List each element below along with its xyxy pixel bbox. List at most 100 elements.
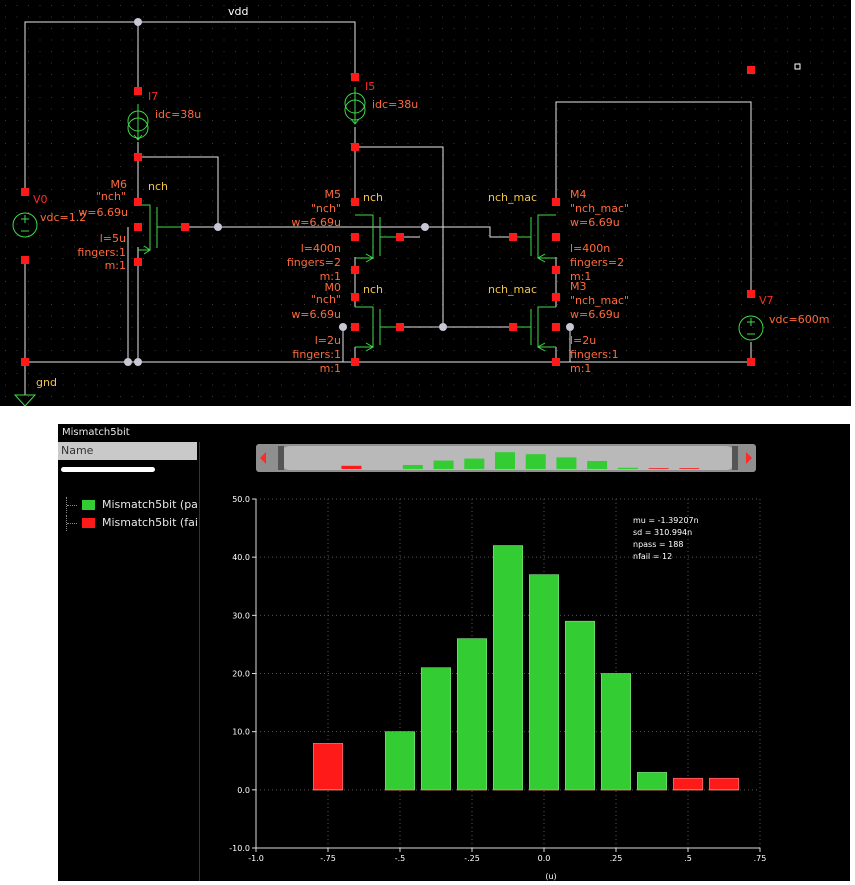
- overview-pass-bar: [617, 467, 638, 469]
- x-tick-label: -.75: [320, 854, 336, 863]
- legend-item-label: Mismatch5bit (fai: [102, 516, 198, 529]
- m6-w: w=6.69u: [78, 206, 128, 219]
- pass-bar: [564, 620, 596, 791]
- pass-bar: [528, 574, 560, 791]
- v0-name: V0: [33, 193, 48, 206]
- signal-browser-panel: Name Mismatch5bit (pa Mismatch5bit (fai: [58, 442, 200, 881]
- x-tick-label: .5: [684, 854, 692, 863]
- m0-model: "nch": [311, 293, 341, 306]
- m5-name: M5: [325, 188, 342, 201]
- overview-left-handle[interactable]: [278, 446, 284, 470]
- i5-param: idc=38u: [372, 98, 418, 111]
- stat-nfail: nfail = 12: [633, 552, 672, 561]
- tree-branch-icon: [66, 515, 79, 531]
- stat-mu: mu = -1.39207n: [633, 516, 699, 525]
- y-tick-label: -10.0: [229, 844, 250, 853]
- overview-fail-bar: [679, 468, 700, 469]
- histogram-svg: -10.0 0.0 10.0 20.0 30.0 40.0 50.0 -1.0 -.75 -.5 -…: [229, 444, 766, 881]
- fail-bar: [708, 777, 740, 791]
- pins: [21, 66, 755, 366]
- m6-l: l=5u: [100, 232, 126, 245]
- transistor-m4[interactable]: [513, 214, 556, 263]
- overview-scrollbar[interactable]: [256, 444, 756, 472]
- m6-fingers: fingers:1: [77, 246, 126, 259]
- schematic-canvas[interactable]: vdd gnd I7 idc=38u I5 idc=38u V0 vdc=1.2…: [0, 0, 851, 406]
- overview-right-handle[interactable]: [732, 446, 738, 470]
- m3-l: l=2u: [570, 334, 596, 347]
- m5-model: "nch": [311, 202, 341, 215]
- m4-name: M4: [570, 188, 587, 201]
- x-tick-label: -.25: [464, 854, 480, 863]
- legend-item-fail[interactable]: Mismatch5bit (fai: [66, 515, 199, 531]
- fail-bar: [672, 777, 704, 791]
- panel-scrollbar[interactable]: [61, 467, 155, 472]
- overview-pass-bar: [433, 460, 454, 469]
- overview-pass-bar: [495, 452, 515, 469]
- overview-pass-bar: [464, 458, 485, 469]
- current-source-i5[interactable]: [344, 87, 366, 125]
- y-tick-label: 10.0: [232, 728, 250, 737]
- net-label-gnd: gnd: [36, 376, 57, 389]
- m3-fingers: fingers:1: [570, 348, 619, 361]
- stat-sd: sd = 310.994n: [633, 528, 692, 537]
- m6-name: M6: [111, 178, 128, 191]
- m3-name: M3: [570, 280, 587, 293]
- overview-fail-bar: [648, 468, 669, 469]
- transistor-m0[interactable]: [355, 306, 398, 352]
- m4-l: l=400n: [570, 242, 610, 255]
- x-tick-label: -1.0: [248, 854, 264, 863]
- m4-fingers: fingers=2: [570, 256, 624, 269]
- name-column-header[interactable]: Name: [58, 442, 197, 460]
- legend-item-label: Mismatch5bit (pa: [102, 498, 198, 511]
- m0-name: M0: [325, 281, 342, 294]
- m5-fingers: fingers=2: [287, 256, 341, 269]
- x-tick-label: 0.0: [538, 854, 551, 863]
- current-source-i7[interactable]: [127, 104, 149, 141]
- stat-npass: npass = 188: [633, 540, 683, 549]
- m3-m: m:1: [570, 362, 591, 375]
- m6-model: "nch": [96, 190, 126, 203]
- voltage-source-v0[interactable]: [12, 212, 38, 238]
- y-tick-label: 50.0: [232, 495, 250, 504]
- pass-swatch-icon: [82, 500, 95, 510]
- m5-w: w=6.69u: [291, 216, 341, 229]
- m0-m: m:1: [320, 362, 341, 375]
- y-tick-label: 30.0: [232, 611, 250, 620]
- scroll-left-arrow-icon[interactable]: [260, 452, 266, 464]
- histogram-window: Mismatch5bit Name Mismatch5bit (pa Misma…: [58, 424, 850, 881]
- scroll-right-arrow-icon[interactable]: [746, 452, 752, 464]
- m4-label: nch_mac: [488, 191, 537, 204]
- fail-swatch-icon: [82, 518, 95, 528]
- pass-bar: [456, 638, 488, 791]
- pass-bar: [384, 731, 416, 791]
- i7-param: idc=38u: [155, 108, 201, 121]
- m4-model: "nch_mac": [570, 202, 629, 215]
- overview-pass-bar: [525, 454, 546, 469]
- stats-box: mu = -1.39207n sd = 310.994n npass = 188…: [633, 516, 699, 561]
- overview-pass-bar: [587, 461, 608, 469]
- m3-w: w=6.69u: [570, 308, 620, 321]
- m4-m: m:1: [570, 270, 591, 283]
- transistor-m5[interactable]: [355, 214, 398, 263]
- tree-branch-icon: [66, 497, 79, 513]
- voltage-source-v7[interactable]: [738, 315, 764, 341]
- legend-item-pass[interactable]: Mismatch5bit (pa: [66, 497, 199, 513]
- y-tick-label: 40.0: [232, 553, 250, 562]
- histogram-chart: -10.0 0.0 10.0 20.0 30.0 40.0 50.0 -1.0 -.75 -.5 -…: [200, 442, 850, 881]
- transistor-m6[interactable]: [138, 204, 182, 255]
- m4-w: w=6.69u: [570, 216, 620, 229]
- x-axis-label: (u): [545, 872, 556, 881]
- net-label-vdd: vdd: [228, 5, 248, 18]
- x-tick-label: .25: [610, 854, 623, 863]
- m0-label: nch: [363, 283, 383, 296]
- x-tick-label: -.5: [395, 854, 406, 863]
- ground-icon: [13, 394, 37, 406]
- pass-bar: [636, 772, 668, 791]
- selection-marker: [794, 63, 801, 70]
- pass-bar: [492, 545, 524, 791]
- m3-label: nch_mac: [488, 283, 537, 296]
- y-tick-label: 20.0: [232, 670, 250, 679]
- v7-param: vdc=600m: [769, 313, 829, 326]
- m5-m: m:1: [320, 270, 341, 283]
- m6-m: m:1: [105, 259, 126, 272]
